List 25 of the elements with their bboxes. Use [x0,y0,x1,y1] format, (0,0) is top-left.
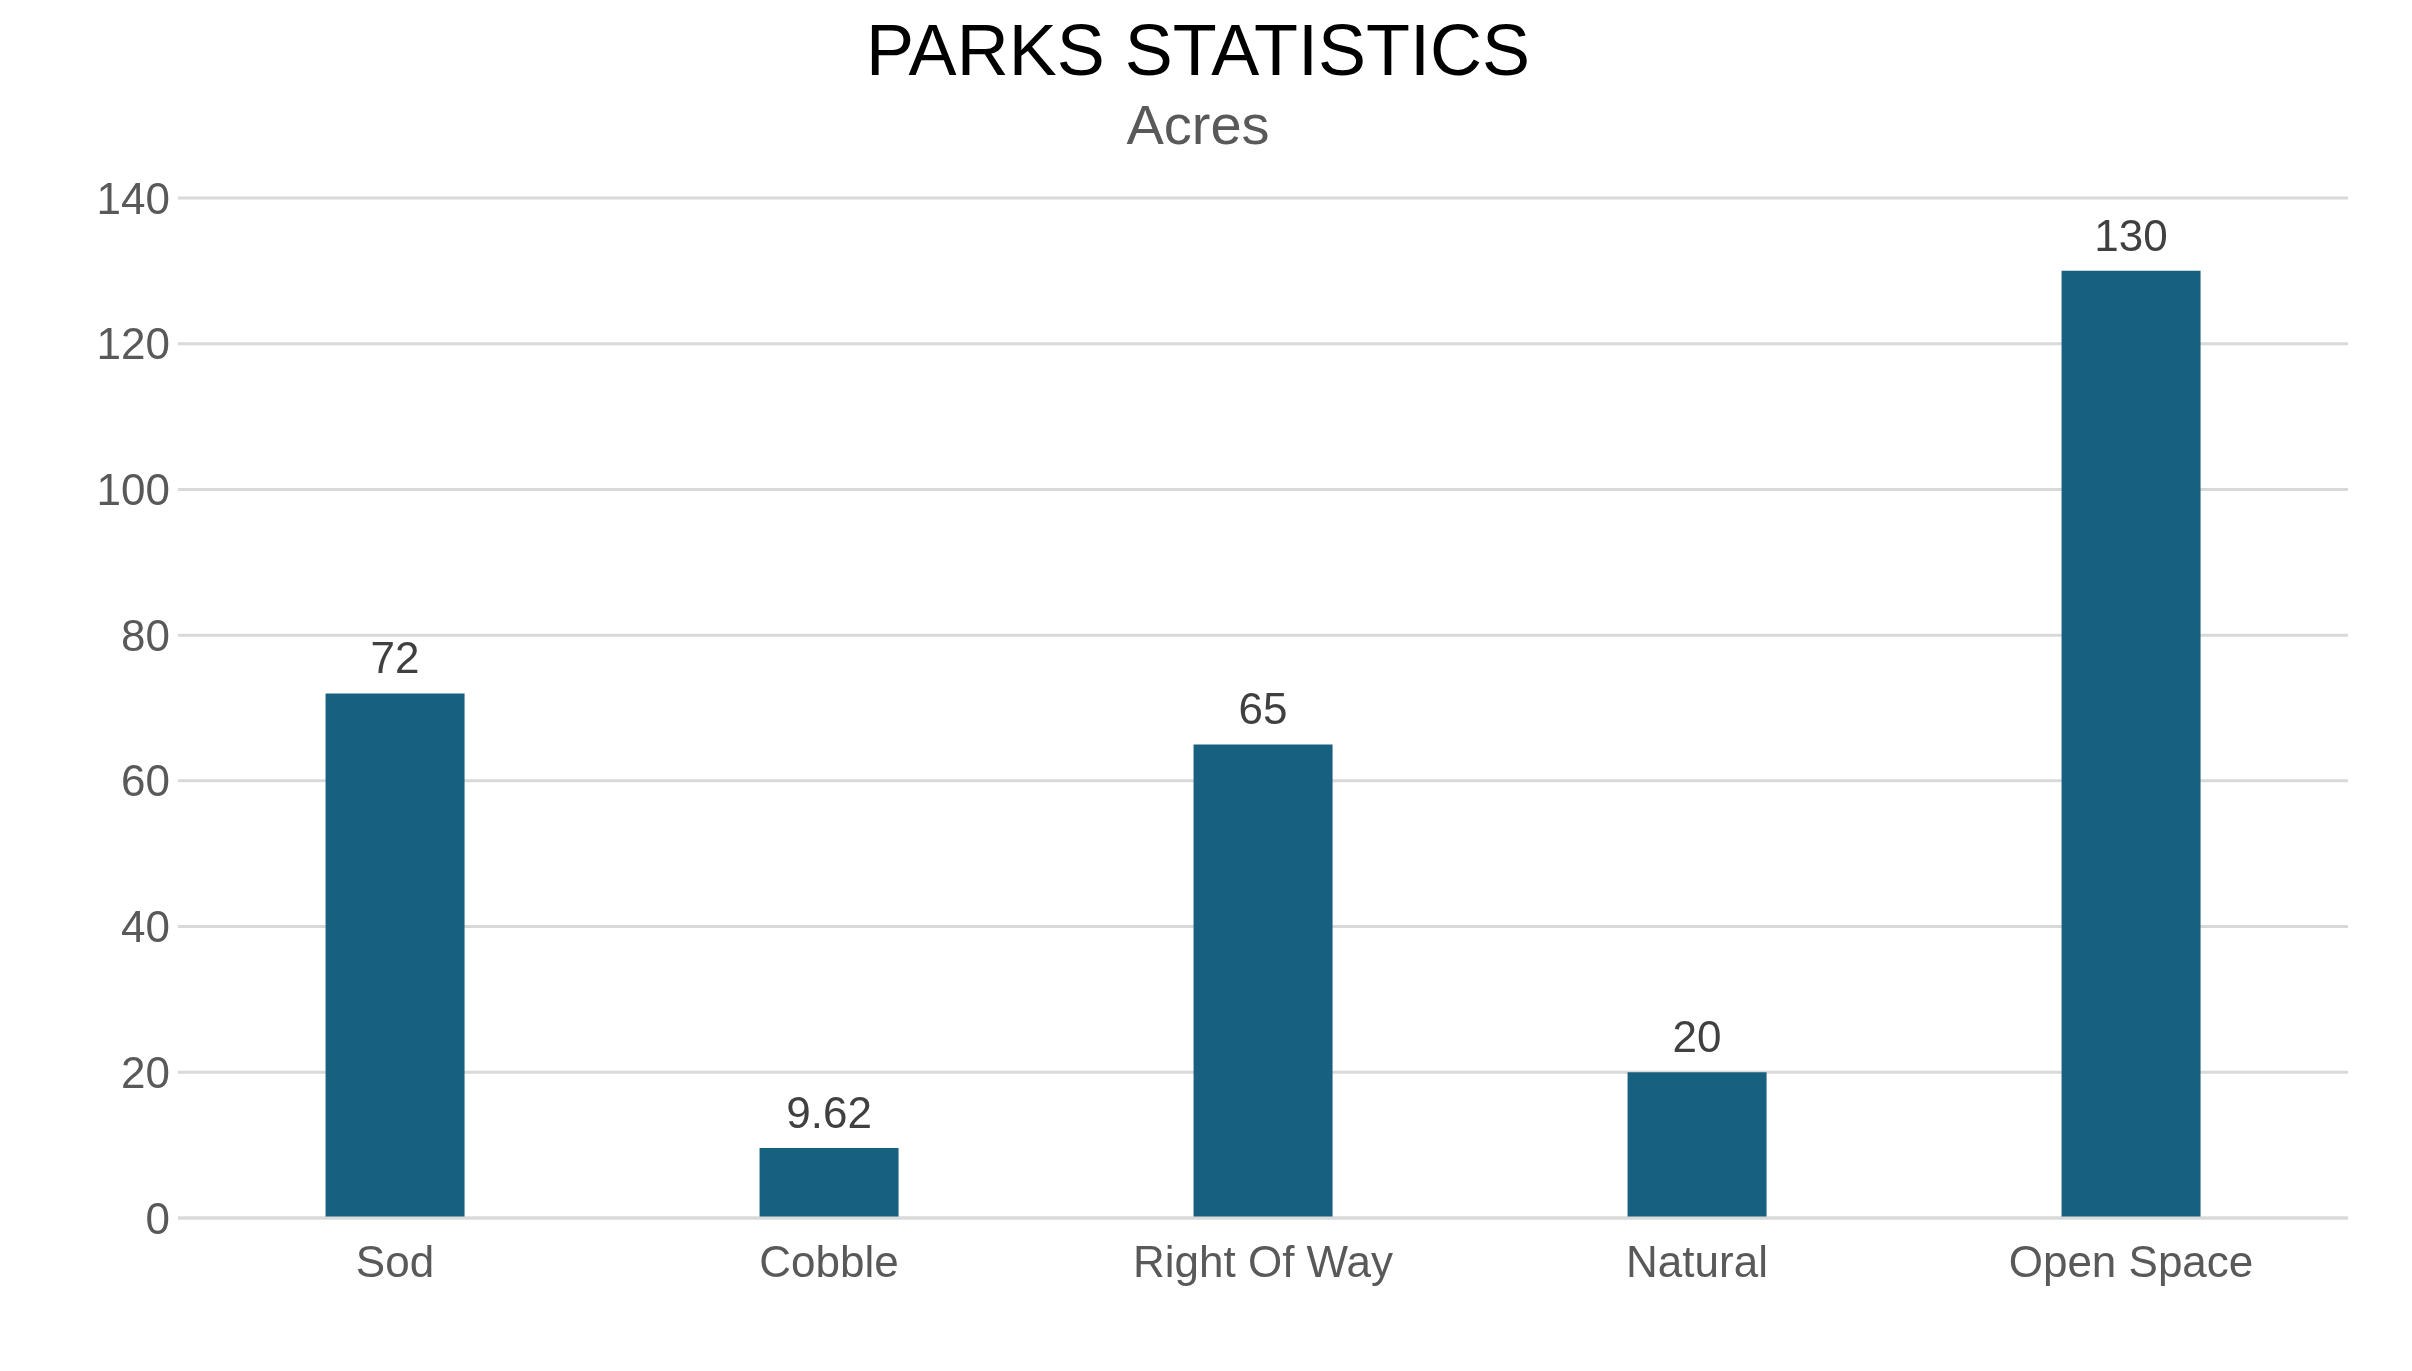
data-label: 9.62 [786,1087,872,1137]
chart-title: PARKS STATISTICS [864,9,1532,92]
y-tick-label: 20 [121,1047,170,1097]
y-tick-label: 60 [121,756,170,806]
x-tick-label: Natural [1626,1237,1768,1287]
y-tick-label: 80 [121,610,170,660]
bar [1627,1072,1767,1218]
bar [325,693,465,1218]
y-tick-label: 100 [96,465,170,515]
y-tick-label: 40 [121,902,170,952]
y-tick-label: 0 [145,1193,170,1243]
y-tick-label: 120 [96,319,170,369]
data-label: 130 [2094,210,2168,260]
data-label: 72 [370,633,420,683]
chart-subtitle: Acres [1125,92,1271,158]
x-tick-label: Right Of Way [1133,1237,1393,1287]
x-tick-label: Sod [355,1237,435,1287]
bar [2061,270,2201,1218]
x-tick-label: Open Space [2008,1237,2254,1287]
data-label: 20 [1672,1012,1722,1062]
x-tick-label: Cobble [759,1237,899,1287]
bar [759,1147,899,1218]
y-tick-label: 140 [96,173,170,223]
data-label: 65 [1238,684,1288,734]
bar [1193,744,1333,1218]
